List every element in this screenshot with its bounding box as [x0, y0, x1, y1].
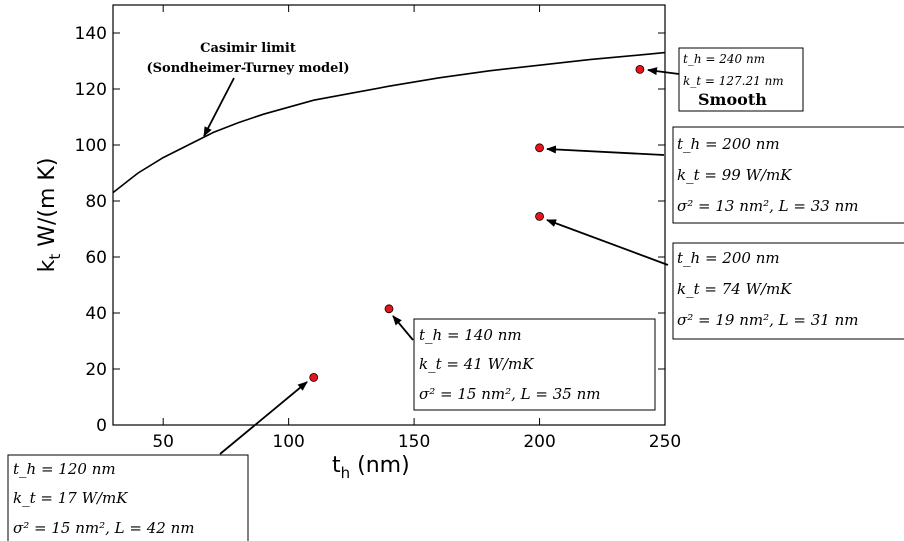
x-tick-label: 250 — [649, 432, 681, 452]
casimir-limit-curve — [112, 51, 666, 194]
annotation-200-74-line1: t_h = 200 nm — [677, 249, 780, 267]
annotation-200-99-line1: t_h = 200 nm — [677, 135, 780, 153]
x-tick-label: 150 — [398, 432, 430, 452]
arrow-120 — [219, 381, 308, 455]
annotation-box-140 — [413, 318, 656, 411]
x-axis-label: th (nm) — [332, 453, 410, 482]
y-tick-label: 60 — [85, 248, 107, 268]
annotation-200-74-line3: σ² = 19 nm², L = 31 nm — [677, 311, 858, 329]
y-tick-label: 140 — [75, 24, 107, 44]
casimir-arrow — [203, 77, 235, 137]
x-tick-label: 50 — [152, 432, 174, 452]
annotation-box-240 — [678, 47, 804, 112]
data-point — [309, 372, 319, 382]
y-axis-ticks: 0 20 40 60 80 100 120 140 — [75, 24, 665, 436]
y-axis-label: kt W/(m K) — [35, 158, 64, 273]
annotation-240-line3: Smooth — [698, 90, 767, 109]
data-points — [309, 65, 645, 382]
y-tick-label: 20 — [85, 360, 107, 380]
annotation-140-line1: t_h = 140 nm — [419, 326, 522, 344]
y-tick-label: 80 — [85, 192, 107, 212]
annotation-240-line2: k_t = 127.21 nm — [683, 74, 784, 88]
annotation-200-74-line2: k_t = 74 W/mK — [677, 280, 792, 298]
arrow-200-99 — [546, 145, 665, 156]
annotation-box-120 — [7, 454, 249, 541]
casimir-label-line2: (Sondheimer-Turney model) — [147, 61, 350, 76]
annotation-120-line3: σ² = 15 nm², L = 42 nm — [13, 519, 194, 537]
annotation-240-line1: t_h = 240 nm — [683, 52, 765, 66]
data-point — [535, 143, 544, 153]
annotation-140-line2: k_t = 41 W/mK — [419, 355, 534, 373]
y-tick-label: 100 — [75, 136, 107, 156]
annotation-120-line1: t_h = 120 nm — [13, 460, 116, 478]
arrow-140 — [392, 315, 414, 341]
x-tick-label: 200 — [523, 432, 555, 452]
x-tick-label: 100 — [272, 432, 304, 452]
y-tick-label: 120 — [75, 80, 107, 100]
annotation-box-200-74 — [672, 242, 904, 340]
x-axis-ticks: 50 100 150 200 250 — [152, 5, 681, 452]
casimir-label-line1: Casimir limit — [200, 41, 296, 56]
arrow-200-74 — [546, 219, 669, 266]
data-point — [535, 211, 544, 221]
annotation-120-line2: k_t = 17 W/mK — [13, 489, 128, 507]
annotation-200-99-line3: σ² = 13 nm², L = 33 nm — [677, 197, 858, 215]
plot-frame — [112, 4, 666, 426]
annotation-200-99-line2: k_t = 99 W/mK — [677, 166, 792, 184]
annotation-box-200-99 — [672, 126, 904, 224]
arrow-240 — [647, 67, 680, 76]
annotation-140-line3: σ² = 15 nm², L = 35 nm — [419, 385, 600, 403]
data-point — [384, 304, 394, 314]
data-point — [635, 65, 645, 74]
y-tick-label: 40 — [85, 304, 107, 324]
y-tick-label: 0 — [96, 416, 107, 436]
